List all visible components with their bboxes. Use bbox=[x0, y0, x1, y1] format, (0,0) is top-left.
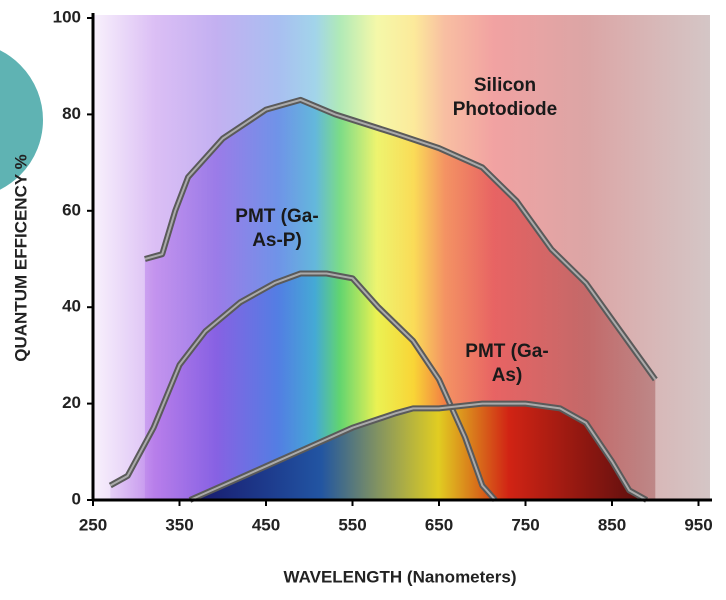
y-axis-title: QUANTUM EFFICENCY % bbox=[11, 154, 30, 361]
x-tick-label: 550 bbox=[338, 515, 366, 534]
y-tick-label: 60 bbox=[62, 200, 81, 219]
x-tick-label: 650 bbox=[425, 515, 453, 534]
x-tick-label: 350 bbox=[165, 515, 193, 534]
x-tick-label: 950 bbox=[684, 515, 712, 534]
x-tick-label: 250 bbox=[79, 515, 107, 534]
x-tick-label: 850 bbox=[598, 515, 626, 534]
x-tick-label: 750 bbox=[511, 515, 539, 534]
x-tick-label: 450 bbox=[252, 515, 280, 534]
x-axis-title: WAVELENGTH (Nanometers) bbox=[284, 567, 517, 586]
y-tick-label: 20 bbox=[62, 393, 81, 412]
area bbox=[189, 403, 647, 500]
series-label: PMT (Ga-As) bbox=[465, 341, 549, 386]
y-tick-label: 0 bbox=[72, 489, 81, 508]
y-tick-label: 80 bbox=[62, 104, 81, 123]
y-tick-label: 40 bbox=[62, 297, 81, 316]
series-label: Silicon Photodiode bbox=[452, 75, 558, 120]
line-highlight bbox=[189, 402, 648, 501]
line-highlight bbox=[144, 98, 657, 381]
series-label: PMT (Ga-As-P) bbox=[235, 206, 319, 251]
y-tick-label: 100 bbox=[53, 7, 81, 26]
decoration bbox=[0, 45, 47, 195]
